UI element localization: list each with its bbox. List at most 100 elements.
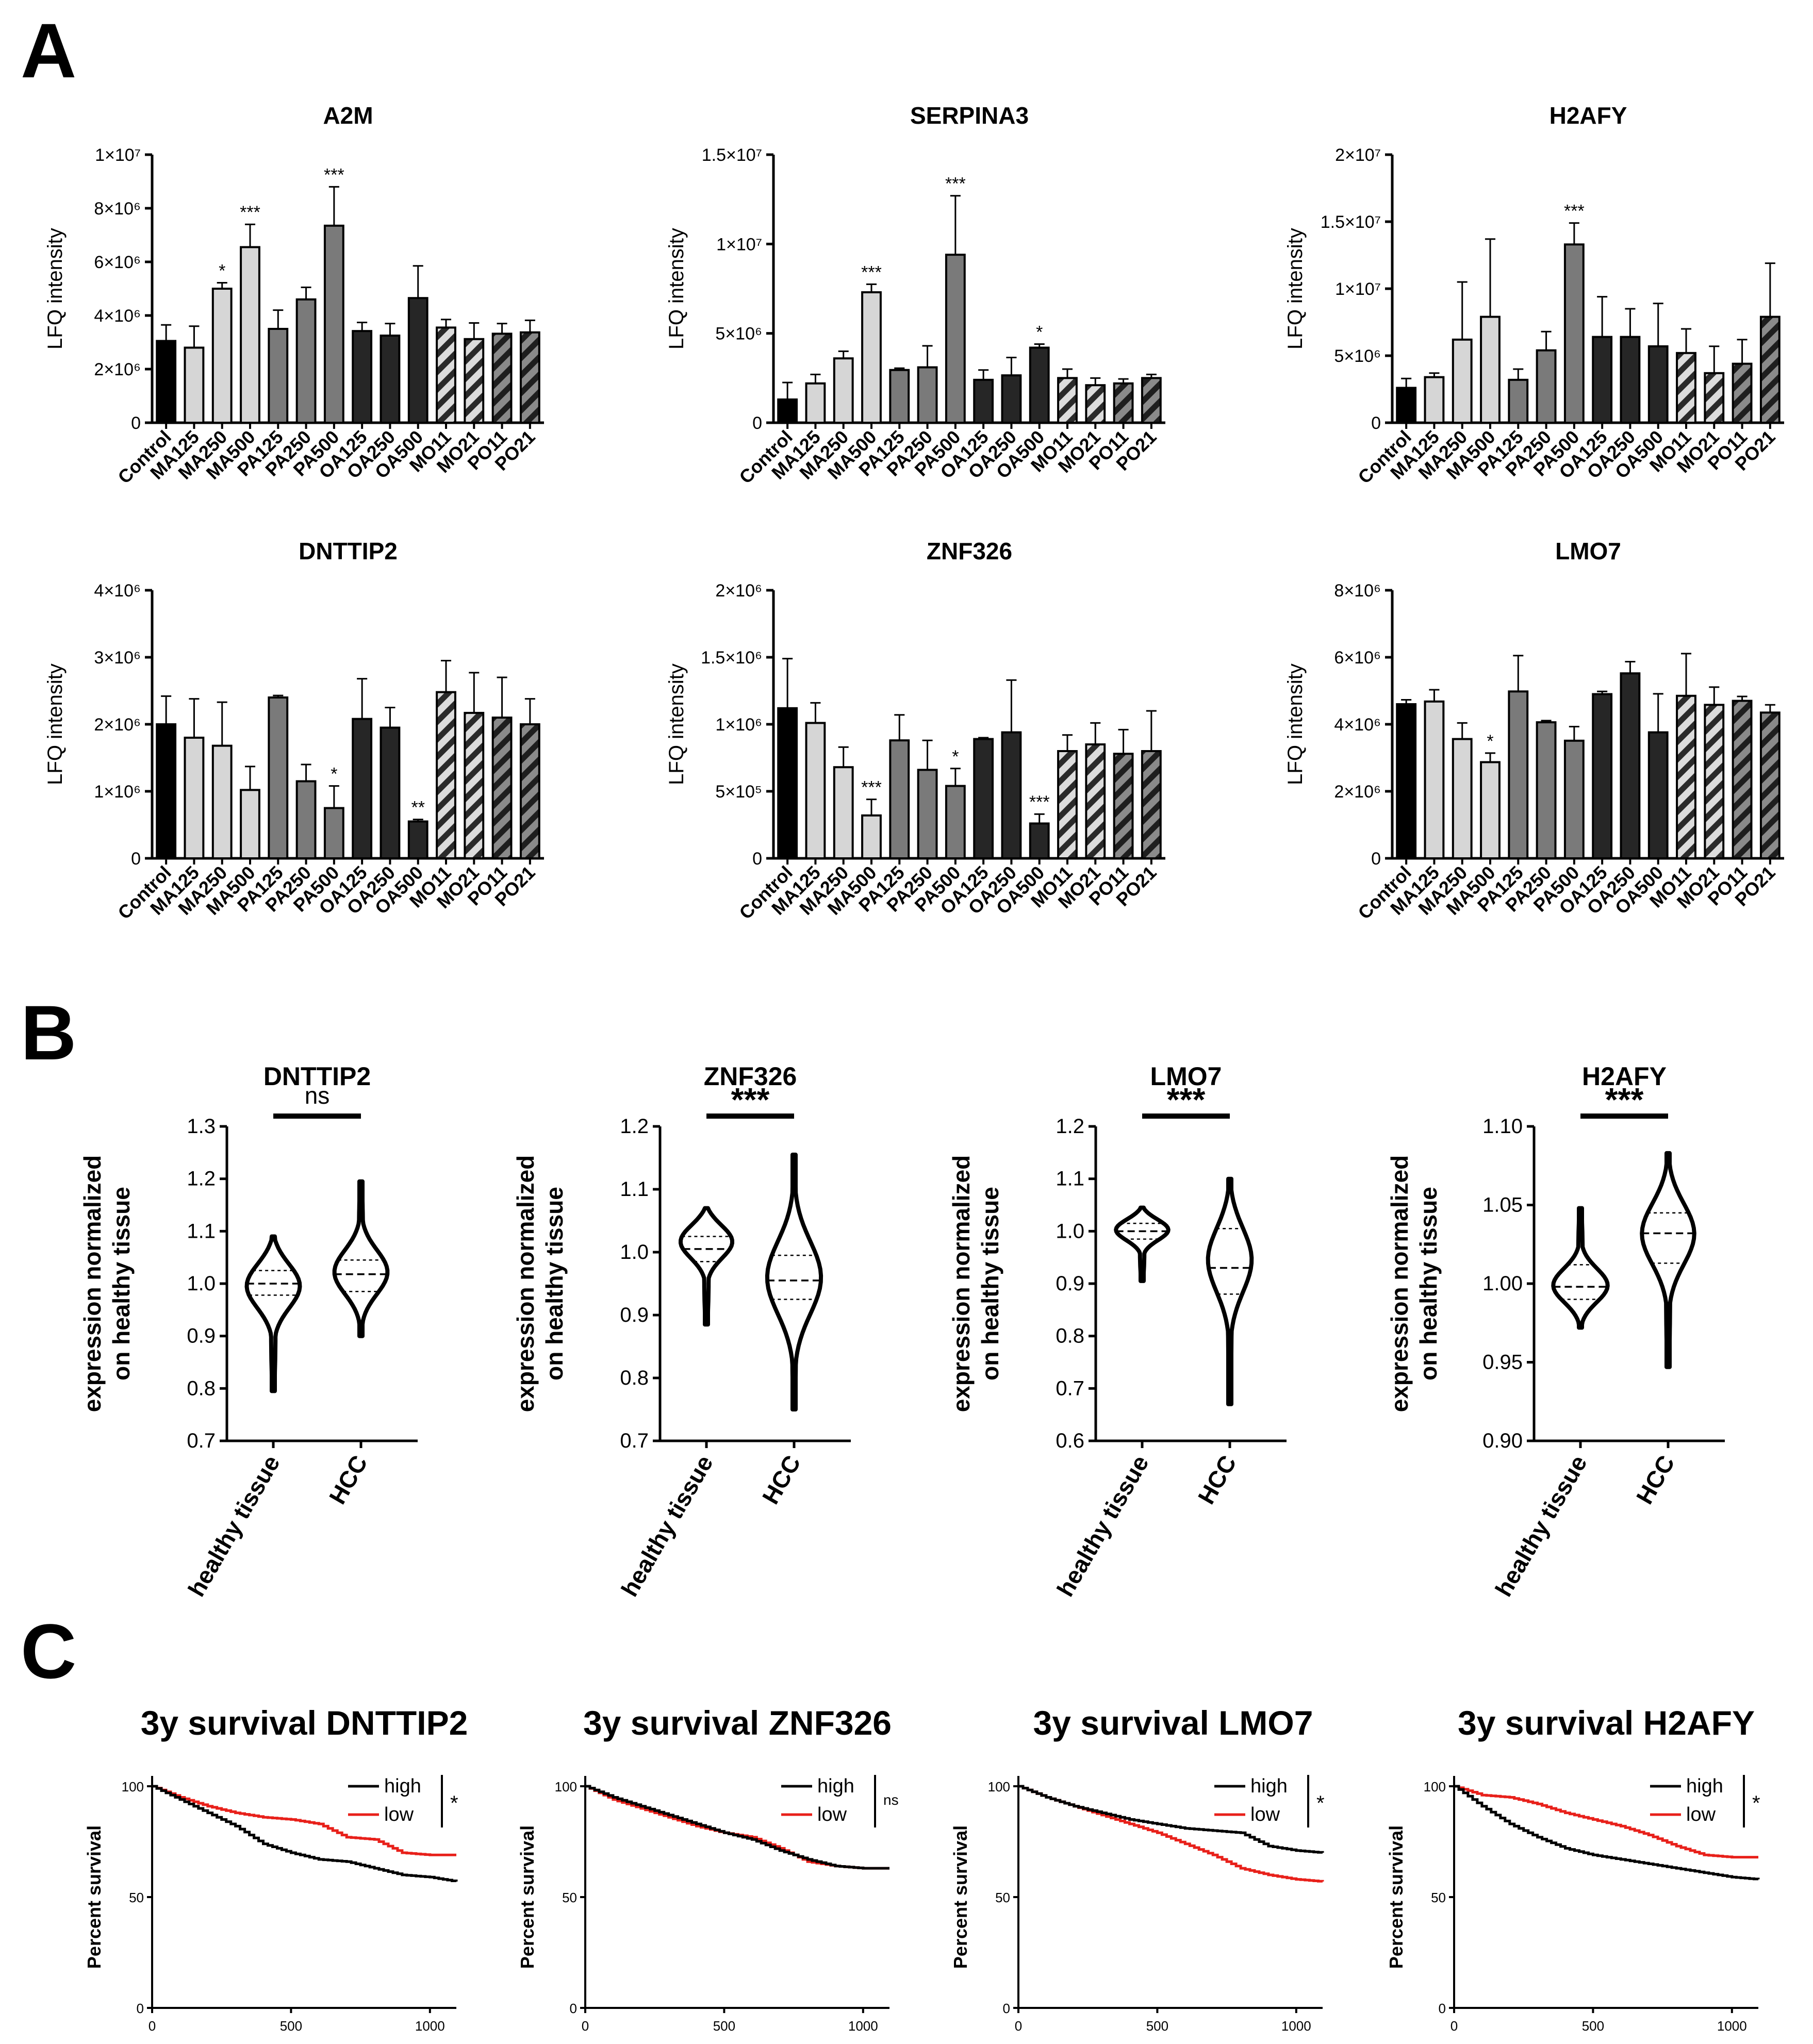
panel-label-b-text: B [21, 989, 76, 1076]
y-tick-label: 0.7 [620, 1430, 649, 1452]
bar-ma125 [184, 346, 205, 424]
significance-marker: *** [945, 174, 966, 194]
y-axis-label: LFQ intensity [665, 228, 688, 350]
bar-ma500 [240, 246, 260, 424]
violin-hcc [765, 1152, 823, 1411]
panel-label-b: B [21, 989, 76, 1076]
bar-mo11 [1676, 694, 1696, 859]
y-tick-label: 0 [1371, 849, 1381, 869]
bar-ma125 [805, 722, 826, 860]
panel-label-c-text: C [21, 1608, 76, 1694]
bar-oa500 [1029, 346, 1050, 424]
y-tick-label: 5×10⁶ [715, 324, 762, 344]
y-axis-label: Percent survival [1386, 1825, 1407, 1969]
y-tick-label: 4×10⁶ [94, 306, 141, 326]
y-tick-label: 1.2 [620, 1115, 649, 1138]
bar-chart-dnttip2: DNTTIP2 LFQ intensity 0 1×10⁶ 2×10⁶ 3×10⁶ 4×10… [44, 538, 544, 923]
violin-plot-h2afy: H2AFY expression normalized on healthy tis… [1386, 1062, 1725, 1601]
y-axis-label-line2: on healthy tissue [108, 1187, 135, 1381]
violin-plot-dnttip2: DNTTIP2 expression normalized on healthy t… [79, 1062, 418, 1601]
bar-mo11 [1057, 377, 1078, 424]
bar-oa125 [352, 718, 373, 859]
legend-label-low: low [384, 1804, 414, 1825]
legend-label-low: low [1250, 1804, 1280, 1825]
bar-oa250 [1620, 672, 1641, 859]
chart-title: LMO7 [1150, 1062, 1222, 1091]
x-tick-label: HCC [757, 1451, 806, 1508]
bar-control [1396, 703, 1417, 859]
bar-ma125 [805, 382, 826, 424]
x-tick-label: 500 [713, 2018, 735, 2034]
bar-pa125 [1508, 378, 1529, 424]
bar-po11 [1732, 700, 1753, 859]
y-tick-label: 100 [122, 1779, 144, 1794]
y-tick-label: 0 [1439, 2001, 1446, 2016]
significance-marker: *** [861, 262, 882, 282]
bar-po21 [1141, 377, 1162, 424]
y-tick-label: 50 [995, 1890, 1010, 1905]
bar-oa125 [973, 378, 994, 424]
bar-oa125 [973, 738, 994, 859]
y-axis-label: Percent survival [517, 1825, 538, 1969]
x-tick-label: 1000 [1717, 2018, 1747, 2034]
y-tick-label: 1×10⁷ [1335, 279, 1381, 299]
y-tick-label: 4×10⁶ [1334, 715, 1381, 735]
bar-ma500 [240, 789, 260, 860]
bar-ma250 [833, 766, 854, 859]
y-axis-label-line1: expression normalized [948, 1155, 975, 1412]
significance-marker: *** [240, 203, 260, 222]
y-tick-label: 1.0 [620, 1241, 649, 1264]
bar-pa250 [1536, 721, 1557, 859]
survival-curve-low [1454, 1785, 1758, 1859]
y-axis-label-line1: expression normalized [1386, 1155, 1413, 1412]
x-tick-label: 500 [280, 2018, 302, 2034]
chart-title: H2AFY [1582, 1062, 1667, 1091]
bar-mo21 [1704, 372, 1725, 424]
y-tick-label: 50 [562, 1890, 577, 1905]
bar-ma125 [1424, 700, 1445, 860]
panel-label-a: A [21, 7, 76, 94]
y-tick-label: 1×10⁶ [94, 782, 141, 802]
chart-title: DNTTIP2 [263, 1062, 371, 1091]
bar-po21 [519, 331, 540, 424]
bar-chart-h2afy: H2AFY LFQ intensity 0 5×10⁶ 1×10⁷ 1.5×10⁷ 2×10… [1284, 102, 1784, 488]
y-tick-label: 0.9 [620, 1304, 649, 1326]
bar-ma250 [211, 288, 233, 424]
chart-title: 3y survival H2AFY [1458, 1704, 1755, 1742]
x-tick-label: HCC [1631, 1451, 1680, 1508]
bar-ma125 [1424, 376, 1445, 424]
legend-significance: * [1316, 1792, 1325, 1815]
bar-oa125 [1592, 693, 1613, 859]
survival-curve-high [585, 1785, 889, 1870]
y-tick-label: 1.5×10⁷ [1321, 212, 1381, 232]
bar-pa125 [268, 328, 289, 424]
chart-title: DNTTIP2 [299, 538, 398, 564]
y-tick-label: 1.0 [1056, 1220, 1084, 1242]
x-tick-label: 0 [582, 2018, 589, 2034]
survival-curve-low [152, 1785, 456, 1856]
x-tick-label: healthy tissue [616, 1451, 718, 1601]
bar-pa125 [1508, 690, 1529, 860]
y-tick-label: 1×10⁷ [95, 145, 141, 165]
y-tick-label: 8×10⁶ [1334, 581, 1381, 601]
y-tick-label: 0 [131, 413, 141, 433]
bar-pa250 [295, 780, 317, 859]
bar-ma250 [1452, 738, 1473, 859]
bar-control [156, 723, 177, 859]
x-tick-label: healthy tissue [1490, 1451, 1592, 1601]
y-tick-label: 2×10⁶ [94, 360, 141, 379]
chart-title: SERPINA3 [910, 102, 1029, 129]
y-tick-label: 0.8 [620, 1367, 649, 1389]
y-tick-label: 1×10⁷ [716, 235, 762, 254]
bar-ma500 [861, 814, 882, 860]
significance-marker: * [952, 747, 959, 767]
y-tick-label: 1.5×10⁷ [702, 145, 762, 165]
y-tick-label: 2×10⁷ [1335, 145, 1381, 165]
bar-pa500 [945, 785, 966, 859]
bar-ma500 [1480, 761, 1501, 859]
y-axis-label: Percent survival [84, 1825, 105, 1969]
legend-label-high: high [384, 1775, 421, 1797]
bar-ma250 [1452, 338, 1473, 424]
y-tick-label: 0 [570, 2001, 577, 2016]
